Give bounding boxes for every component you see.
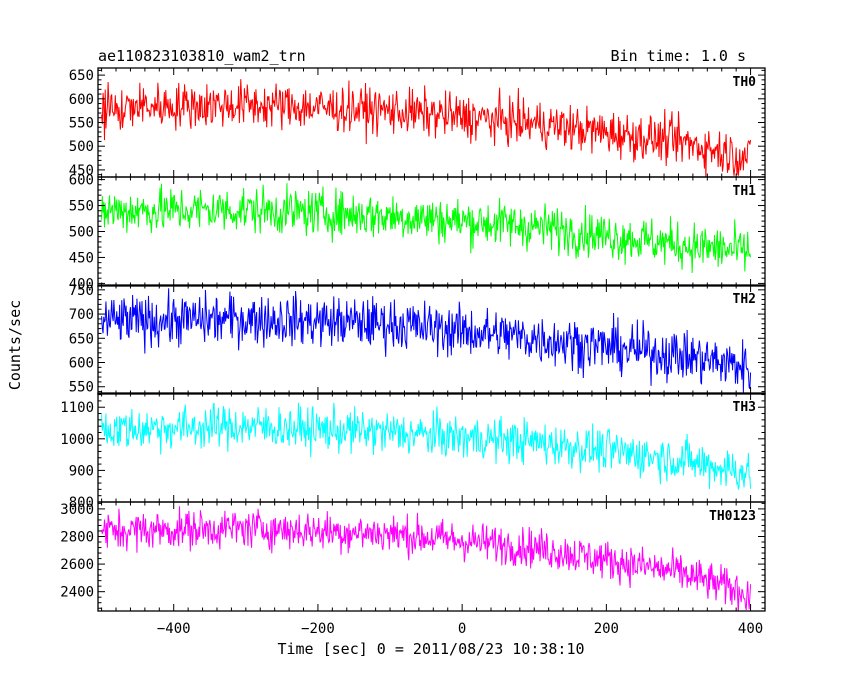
y-tick-label: 550 [69, 199, 94, 215]
series-line-th1 [101, 183, 752, 274]
y-tick-label: 2800 [60, 529, 94, 545]
y-tick-label: 450 [69, 163, 94, 179]
y-tick-label: 750 [69, 283, 94, 299]
x-tick-label: 0 [458, 621, 466, 637]
y-tick-label: 650 [69, 68, 94, 84]
y-tick-label: 550 [69, 116, 94, 132]
x-axis-label: Time [sec] 0 = 2011/08/23 10:38:10 [277, 640, 584, 658]
panel-frame [97, 501, 766, 612]
bin-time-label: Bin time: 1.0 s [611, 47, 746, 65]
panel-th0: 450 500 550 600 650 TH0 [69, 67, 766, 179]
panel-label-th0: TH0 [733, 75, 757, 90]
panels-layer: 450 500 550 600 650 TH0 400 450 500 550 600 TH1 550 6… [60, 67, 766, 637]
x-tick-label: 400 [738, 621, 763, 637]
y-tick-label: 800 [69, 495, 94, 511]
x-tick-label: −200 [301, 621, 335, 637]
panel-label-th3: TH3 [733, 400, 756, 415]
y-tick-label: 900 [69, 463, 94, 479]
series-line-th3 [101, 402, 752, 491]
y-tick-label: 400 [69, 276, 94, 292]
y-tick-label: 550 [69, 380, 94, 396]
x-tick-label: 200 [594, 621, 619, 637]
observation-title: ae110823103810_wam2_trn [98, 47, 306, 65]
panel-label-th1: TH1 [733, 184, 757, 199]
y-tick-label: 2400 [60, 585, 94, 601]
panel-label-th0123: TH0123 [709, 509, 756, 524]
y-tick-label: 650 [69, 331, 94, 347]
series-line-th0123 [101, 506, 752, 611]
panel-th2: 550 600 650 700 750 TH2 [69, 283, 766, 396]
y-tick-label: 1100 [60, 400, 94, 416]
series-line-th2 [101, 288, 752, 393]
y-tick-label: 600 [69, 356, 94, 372]
panel-th1: 400 450 500 550 600 TH1 [69, 173, 766, 292]
y-tick-label: 450 [69, 250, 94, 266]
y-tick-label: 600 [69, 173, 94, 189]
y-tick-label: 2600 [60, 557, 94, 573]
panel-label-th2: TH2 [733, 292, 756, 307]
x-tick-label: −400 [157, 621, 191, 637]
panel-frame [97, 284, 766, 395]
y-tick-label: 3000 [60, 502, 94, 518]
y-axis-label: Counts/sec [6, 300, 24, 390]
series-line-th0 [101, 79, 752, 177]
y-tick-label: 1000 [60, 432, 94, 448]
y-tick-label: 700 [69, 307, 94, 323]
y-tick-label: 500 [69, 225, 94, 241]
y-tick-label: 600 [69, 92, 94, 108]
y-tick-label: 500 [69, 139, 94, 155]
panel-th0123: 2400 2600 2800 3000 TH0123 [60, 501, 766, 612]
panel-th3: 800 900 1000 1100 TH3 [60, 392, 766, 511]
